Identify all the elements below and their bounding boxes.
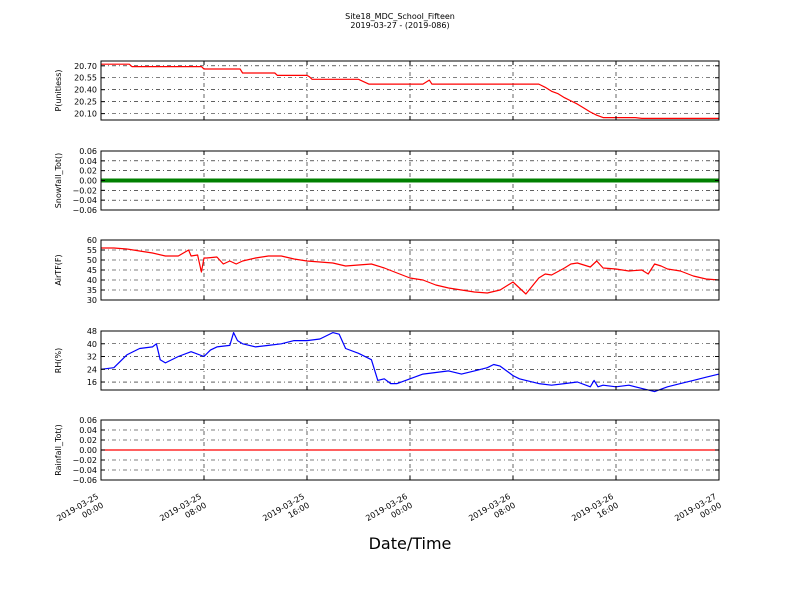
y-tick-label: 48 (87, 327, 97, 336)
y-tick-label: 30 (87, 296, 97, 305)
y-axis-label: Snowfall_Tot() (54, 153, 63, 209)
y-tick-label: 55 (87, 246, 97, 255)
panel-frame (100, 239, 720, 301)
y-tick-label: 0.00 (79, 446, 97, 455)
y-tick-label: 20.55 (74, 74, 97, 83)
x-tick-label: 2019-03-2500:00 (55, 492, 105, 532)
y-tick-label: −0.04 (72, 196, 97, 205)
x-tick-label: 2019-03-2516:00 (261, 492, 311, 532)
y-tick-label: 0.02 (79, 436, 97, 445)
y-tick-label: 35 (87, 286, 97, 295)
y-tick-label: 0.02 (79, 167, 97, 176)
y-tick-label: −0.06 (72, 476, 97, 485)
y-tick-label: 0.06 (79, 416, 97, 425)
x-tick-label: 2019-03-2616:00 (570, 492, 620, 532)
panel-frame (100, 330, 720, 391)
panel-frame (100, 150, 720, 211)
y-axis-label: Rainfall_Tot() (54, 424, 63, 476)
y-tick-label: 0.06 (79, 147, 97, 156)
y-tick-label: −0.02 (72, 186, 97, 195)
y-tick-label: 60 (87, 236, 97, 245)
y-tick-label: 0.00 (79, 177, 97, 186)
x-tick-label: 2019-03-2700:00 (673, 492, 723, 532)
panel-frame (100, 419, 720, 481)
y-tick-label: 20.10 (74, 110, 97, 119)
series-line-3 (101, 247, 720, 295)
y-tick-label: 32 (87, 353, 97, 362)
y-tick-label: −0.06 (72, 206, 97, 215)
y-tick-label: 45 (87, 266, 97, 275)
y-tick-label: 40 (87, 340, 97, 349)
y-tick-label: 24 (87, 365, 97, 374)
y-tick-label: 16 (87, 378, 97, 387)
y-tick-label: 20.40 (74, 86, 97, 95)
x-axis-label: Date/Time (368, 534, 452, 553)
y-tick-label: 50 (87, 256, 97, 265)
y-axis-label: RH(%) (54, 348, 63, 373)
x-tick-label: 2019-03-2600:00 (364, 492, 414, 532)
y-axis-label: AirTF(F) (54, 254, 63, 285)
panel-frame (100, 60, 720, 121)
y-tick-label: 0.04 (79, 426, 97, 435)
chart-title: Site18_MDC_School_Fifteen (345, 12, 455, 21)
y-tick-label: 0.04 (79, 157, 97, 166)
series-line-1 (101, 63, 719, 120)
y-tick-label: 20.25 (74, 98, 97, 107)
x-tick-label: 2019-03-2508:00 (158, 492, 208, 532)
y-tick-label: 20.70 (74, 62, 97, 71)
y-tick-label: 40 (87, 276, 97, 285)
series-line-4 (100, 332, 720, 393)
x-tick-label: 2019-03-2608:00 (467, 492, 517, 532)
y-tick-label: −0.04 (72, 466, 97, 475)
y-tick-label: −0.02 (72, 456, 97, 465)
chart-subtitle: 2019-03-27 - (2019-086) (350, 21, 450, 30)
y-axis-label: P(unitless) (54, 69, 63, 111)
